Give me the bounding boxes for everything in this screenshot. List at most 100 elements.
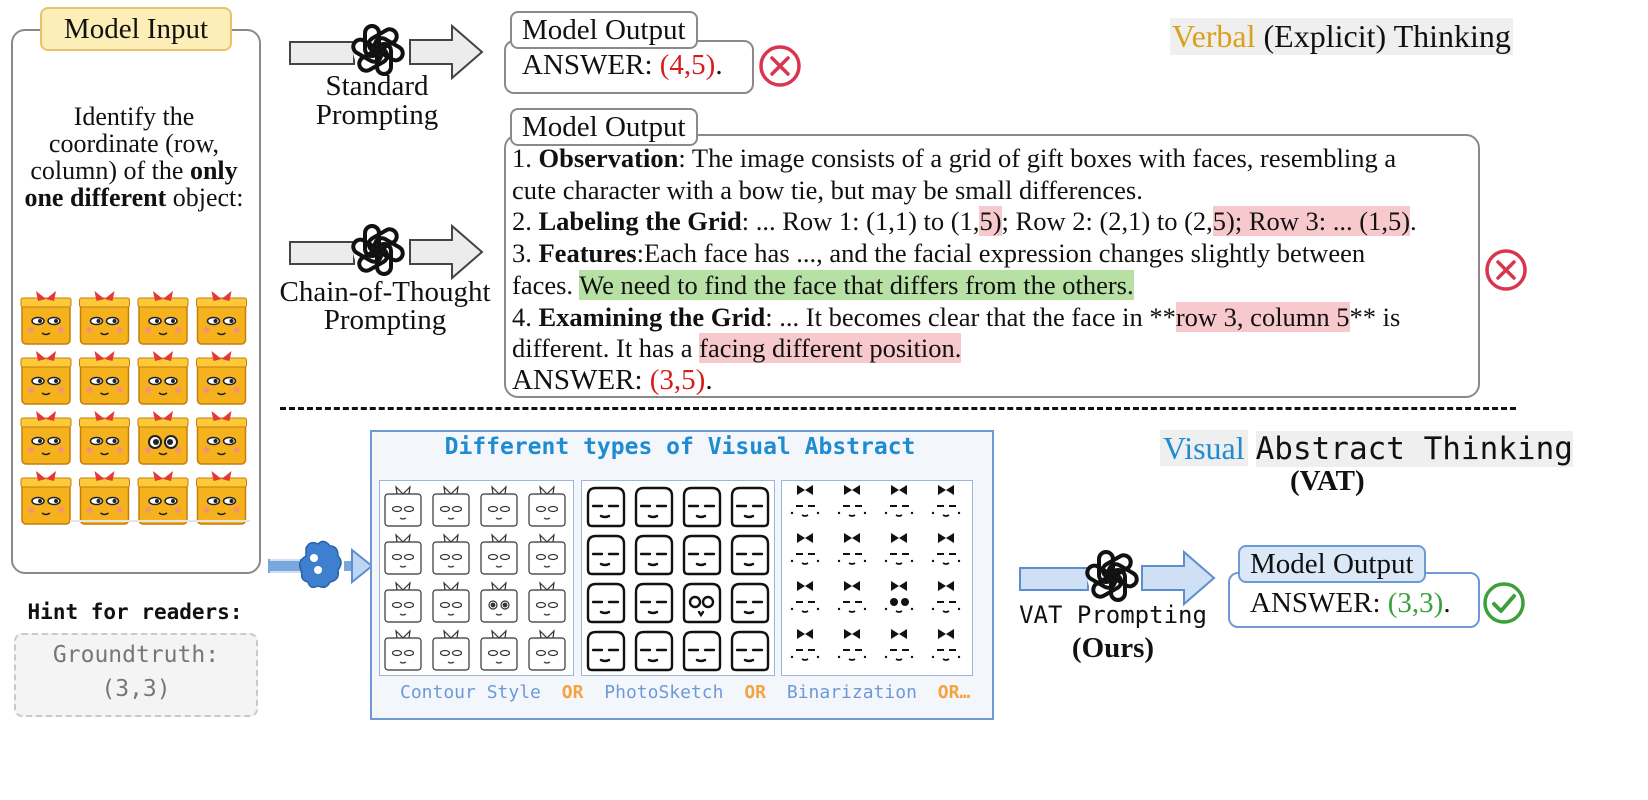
vat-highlight: Visual — [1160, 430, 1248, 466]
cot-line-7: different. It has a facing different pos… — [512, 333, 962, 364]
contour-face — [480, 629, 518, 671]
contour-face — [480, 581, 518, 623]
binary-face — [837, 629, 867, 661]
sketch-face — [682, 486, 722, 528]
style-caption-row: Contour Style OR PhotoSketch OR Binariza… — [400, 682, 970, 703]
vat-answer-prefix: ANSWER: — [1250, 587, 1381, 619]
cot-answer: ANSWER: (3,5). — [512, 363, 713, 396]
style-binarization-label: Binarization — [786, 682, 917, 703]
gift-face-icon — [79, 411, 130, 465]
sketch-face — [730, 486, 770, 528]
hint-box — [14, 633, 258, 717]
grid-baseline — [70, 520, 250, 522]
section-divider — [280, 407, 1516, 410]
binary-face — [884, 533, 914, 565]
binary-face — [931, 581, 961, 613]
gift-box-grid — [20, 291, 247, 525]
binarization-panel — [781, 480, 973, 676]
cot-output-box — [504, 134, 1480, 398]
contour-face — [384, 581, 422, 623]
vat-prompting-label: VAT Prompting — [1019, 601, 1207, 629]
binary-face — [790, 533, 820, 565]
vat-arrow-left — [1019, 567, 1089, 591]
openai-logo-icon — [351, 24, 405, 76]
gift-face-icon — [137, 351, 189, 405]
verbal-thinking-title: Verbal (Explicit) Thinking — [1170, 18, 1513, 55]
gift-face-icon — [20, 471, 72, 525]
hint-title: Hint for readers: — [27, 600, 243, 624]
sketch-face — [682, 534, 722, 576]
sketch-face — [634, 486, 674, 528]
contour-style-panel — [379, 480, 574, 676]
contour-face — [480, 485, 518, 527]
cot-output-tag: Model Output — [510, 108, 698, 146]
gift-face-icon — [196, 411, 247, 465]
sketch-face — [634, 630, 674, 672]
cot-label-line2: Prompting — [323, 304, 447, 336]
cot-label: Chain-of-Thought Prompting — [270, 276, 500, 336]
style-contour-label: Contour Style — [400, 682, 541, 703]
visual-abstract-title: Different types of Visual Abstract — [444, 434, 916, 460]
standard-arrow-right — [409, 23, 484, 81]
style-photosketch-label: PhotoSketch — [604, 682, 724, 703]
binary-face — [931, 629, 961, 661]
gift-face-icon — [137, 471, 189, 525]
standard-label: Standard Prompting — [300, 72, 454, 130]
sketch-face — [730, 534, 770, 576]
photosketch-panel — [581, 480, 775, 676]
contour-face — [432, 485, 470, 527]
cot-label-line1: Chain-of-Thought — [279, 276, 491, 308]
cot-line-1: 1. Observation: The image consists of a … — [512, 143, 1397, 173]
contour-face — [384, 533, 422, 575]
gift-face-icon — [79, 291, 130, 345]
cot-line-4: 3. Features:Each face has ..., and the f… — [512, 238, 1366, 269]
contour-face — [528, 485, 566, 527]
model-input-question: Identify the coordinate (row, column) of… — [20, 103, 248, 211]
vat-ours-label: (Ours) — [1071, 632, 1155, 664]
cot-line-2: cute character with a bow tie, but may b… — [512, 174, 1143, 205]
sketch-face — [682, 582, 722, 624]
vat-answer: ANSWER: (3,3). — [1250, 587, 1451, 620]
brain-icon — [268, 540, 374, 589]
vat-acronym: (VAT) — [1290, 465, 1365, 497]
sketch-face — [634, 582, 674, 624]
gift-face-icon — [20, 291, 72, 345]
gift-face-icon — [79, 351, 130, 405]
binary-face — [884, 581, 914, 613]
question-text-bold: only one different — [24, 156, 238, 212]
wrong-icon — [759, 45, 801, 87]
binary-face — [837, 581, 867, 613]
standard-label-line1: Standard — [325, 70, 429, 102]
verbal-rest: (Explicit) Thinking — [1263, 18, 1511, 54]
style-or-2: OR — [744, 682, 767, 703]
groundtruth-label: Groundtruth: — [52, 642, 220, 668]
binary-face — [884, 485, 914, 517]
style-or-1: OR — [561, 682, 584, 703]
vat-answer-value: (3,3) — [1387, 587, 1444, 619]
vat-rest: Abstract Thinking — [1255, 431, 1573, 467]
sketch-face — [682, 630, 722, 672]
model-input-tag: Model Input — [40, 7, 232, 51]
question-text-post: object: — [172, 183, 244, 212]
sketch-face — [730, 630, 770, 672]
gift-face-icon — [196, 471, 247, 525]
vat-arrow-right — [1141, 549, 1216, 607]
cot-arrow-right — [409, 223, 484, 281]
vat-title: Visual Abstract Thinking — [1160, 430, 1573, 467]
binary-face — [790, 581, 820, 613]
gift-face-icon — [196, 291, 247, 345]
sketch-face — [730, 582, 770, 624]
sketch-face — [586, 630, 626, 672]
binary-face — [790, 629, 820, 661]
binary-face — [790, 485, 820, 517]
cot-line-6: 4. Examining the Grid: ... It becomes cl… — [512, 301, 1401, 332]
contour-style-grid — [384, 485, 566, 671]
sketch-face — [586, 534, 626, 576]
openai-logo-icon — [351, 224, 405, 276]
contour-face — [432, 581, 470, 623]
photosketch-grid — [586, 486, 770, 672]
standard-answer-prefix: ANSWER: — [522, 49, 653, 81]
binary-face — [884, 629, 914, 661]
question-text-pre: Identify the coordinate (row, column) of… — [30, 102, 220, 185]
contour-face — [384, 629, 422, 671]
